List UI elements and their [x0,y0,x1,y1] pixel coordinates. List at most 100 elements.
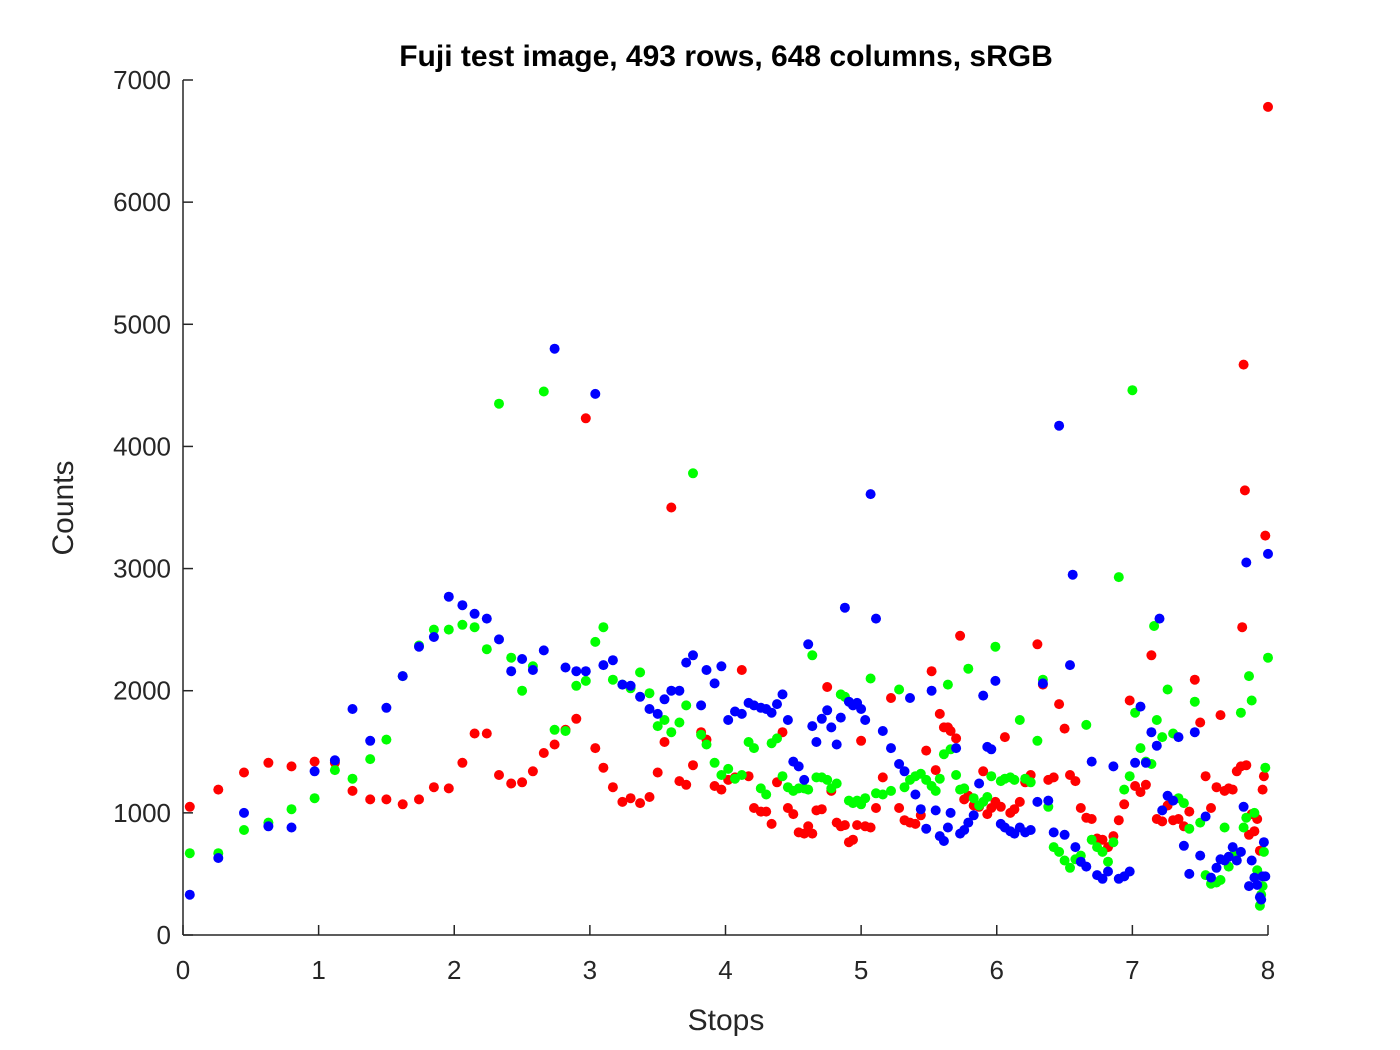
data-point [635,798,646,809]
data-point [1146,727,1157,738]
data-point [822,774,833,785]
data-point [1086,814,1097,824]
y-tick-label: 5000 [113,309,171,339]
data-point [1211,862,1222,873]
data-point [213,784,224,795]
data-point [1206,872,1216,883]
data-point [736,665,747,675]
data-point [607,674,618,685]
data-point [799,828,810,839]
data-point [1140,757,1151,768]
x-tick-label: 8 [1261,955,1275,985]
data-point [1184,806,1195,817]
data-point [1263,652,1273,663]
data-point [506,778,517,789]
data-point [945,726,956,736]
data-point [1124,695,1135,706]
data-point [347,785,358,796]
data-point [1237,622,1248,633]
data-point [1032,796,1043,807]
data-point [1206,803,1216,813]
data-point [1200,811,1211,822]
data-point [999,732,1010,743]
data-point [469,608,480,619]
data-point [1189,727,1200,738]
data-point [772,733,782,744]
data-point [877,772,888,783]
data-point [1246,855,1257,866]
data-point [517,654,528,664]
data-point [1231,855,1242,866]
data-point [397,671,408,682]
data-point [696,700,707,711]
data-point [1260,530,1271,541]
data-point [839,820,850,831]
data-point [1103,866,1113,877]
data-point [688,650,698,661]
data-point [852,820,863,831]
data-point [986,771,997,782]
data-point [443,783,454,794]
data-point [1097,846,1108,857]
data-point [1195,717,1206,728]
data-point [1075,803,1086,813]
data-point [1119,784,1130,795]
x-tick-label: 7 [1125,955,1139,985]
data-point [598,762,609,773]
data-point [963,817,974,828]
data-point [506,666,517,677]
data-point [865,673,876,684]
data-point [1239,485,1250,496]
data-point [860,793,871,804]
data-point [1135,743,1146,754]
data-point [1037,678,1048,689]
data-point [1067,569,1078,580]
data-point [886,743,896,754]
data-point [1263,548,1273,559]
data-point [1244,881,1254,892]
data-point [894,684,905,695]
data-point [457,619,468,630]
data-point [659,737,670,747]
data-point [1241,812,1252,823]
data-point [1178,840,1189,851]
data-point [1215,875,1226,885]
data-point [1219,822,1230,833]
data-point [761,806,772,817]
data-point [1249,807,1260,818]
x-tick-label: 1 [311,955,325,985]
data-point [1048,772,1059,783]
x-axis-label: Stops [688,1004,765,1037]
data-point [414,641,424,652]
data-point [723,763,734,774]
data-point [1009,774,1020,785]
data-point [263,821,274,832]
data-point [826,722,837,733]
data-point [1244,671,1254,682]
data-point [894,803,905,813]
data-point [517,777,528,788]
data-point [788,809,799,820]
data-point [1127,385,1138,396]
data-point [494,634,504,645]
data-point [930,785,941,796]
data-point [607,782,618,793]
data-point [365,735,376,746]
data-point [1258,771,1269,782]
data-point [414,794,424,805]
data-point [1154,613,1165,624]
data-point [865,822,876,833]
data-point [674,685,685,696]
data-point [397,799,408,810]
data-point [793,761,804,772]
data-point [723,715,734,725]
data-point [1238,359,1249,370]
data-point [1238,822,1249,833]
data-point [955,630,966,641]
data-point [995,801,1006,812]
data-point [777,689,788,700]
data-point [1257,784,1268,795]
data-point [652,767,663,778]
data-point [560,662,571,673]
